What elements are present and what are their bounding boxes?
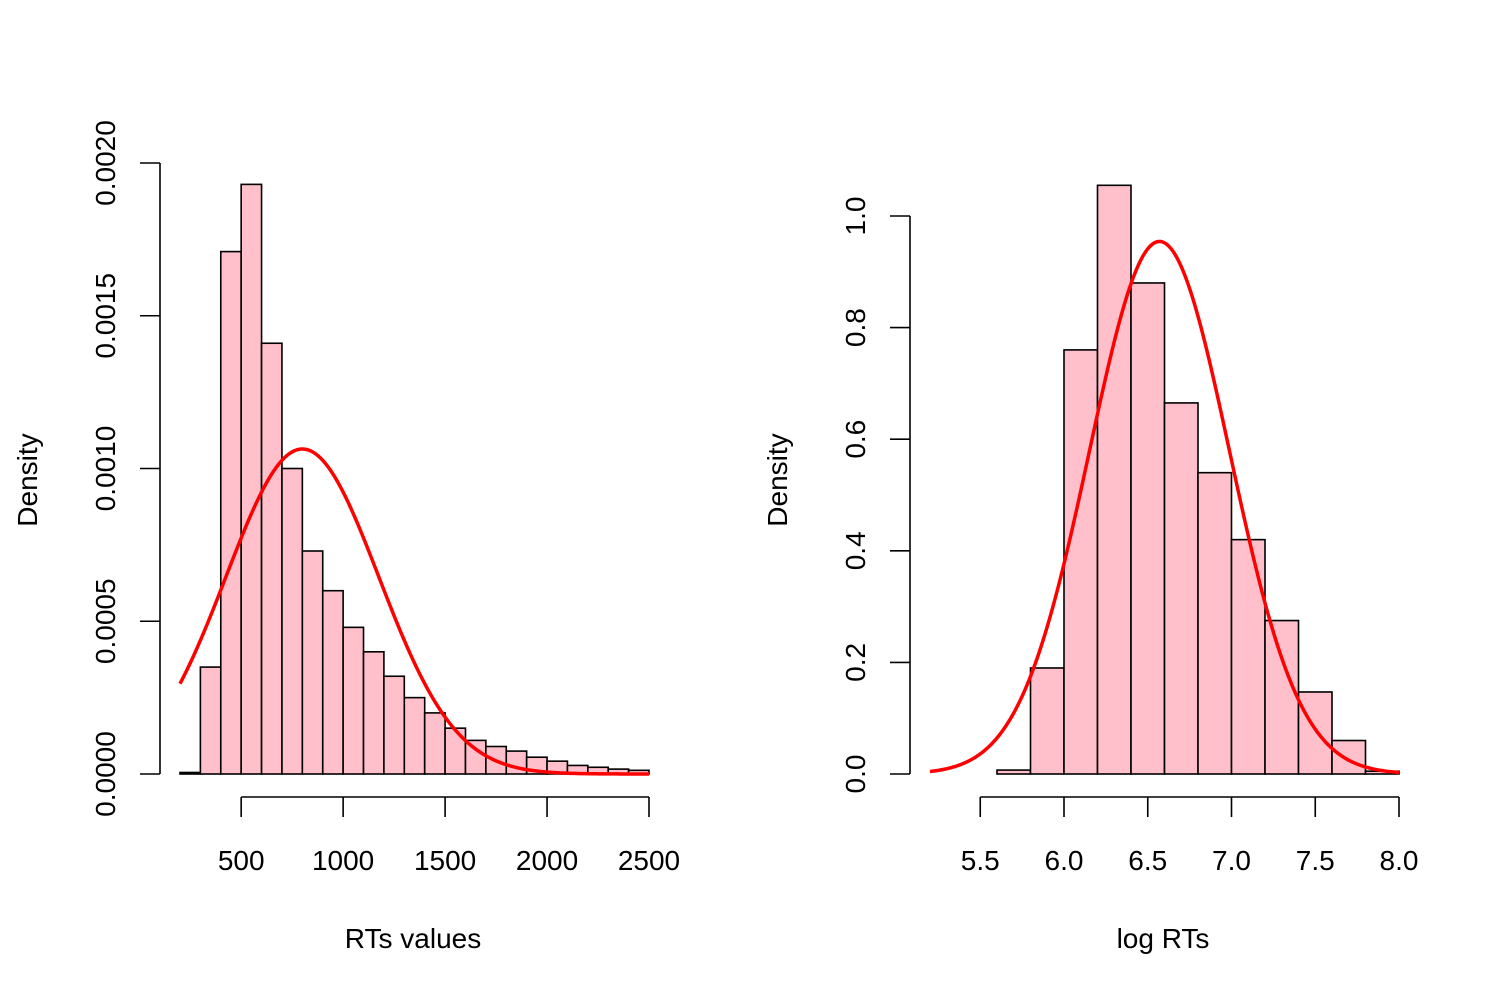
log-rts-bar-8 xyxy=(1230,538,1266,775)
log-rts-x-tick-label-2: 6.5 xyxy=(1128,845,1167,876)
rt-values-y-tick-label-3: 0.0015 xyxy=(90,273,121,359)
rt-values-x-tick-label-0: 500 xyxy=(218,845,265,876)
rt-values-bar-5 xyxy=(281,467,304,775)
log-rts-normal-curve-group xyxy=(929,239,1400,775)
rt-values-bar-0 xyxy=(179,771,202,775)
log-rts-bar-3 xyxy=(1063,349,1099,775)
rt-values-bar-6 xyxy=(301,550,324,775)
log-rts-histogram-panel: 5.5 6.0 6.5 7.0 7.5 8.0 0.0 0.2 0.4 0.6 0.8 1.0 log… xyxy=(762,184,1418,954)
log-rts-x-tick-label-1: 6.0 xyxy=(1045,845,1084,876)
log-rts-y-tick-label-4: 0.8 xyxy=(840,308,871,347)
rt-values-y-tick-label-4: 0.0020 xyxy=(90,120,121,206)
log-rts-x-tick-label-4: 7.5 xyxy=(1296,845,1335,876)
rt-values-y-tick-label-1: 0.0005 xyxy=(90,578,121,664)
rt-values-bar-13 xyxy=(444,727,467,775)
log-rts-axes: 5.5 6.0 6.5 7.0 7.5 8.0 0.0 0.2 0.4 0.6 0.8 1.0 xyxy=(840,197,1418,876)
log-rts-x-tick-label-0: 5.5 xyxy=(961,845,1000,876)
rt-values-bar-12 xyxy=(423,712,446,775)
rt-values-bar-8 xyxy=(342,626,365,775)
rt-values-x-tick-label-3: 2000 xyxy=(516,845,578,876)
rt-values-x-tick-label-4: 2500 xyxy=(618,845,680,876)
log-rts-y-tick-label-5: 1.0 xyxy=(840,197,871,236)
log-rts-y-tick-label-0: 0.0 xyxy=(840,755,871,794)
log-rts-bars xyxy=(996,184,1400,775)
log-rts-bar-6 xyxy=(1163,402,1199,775)
rt-values-bar-7 xyxy=(321,589,344,775)
log-rts-normal-curve xyxy=(929,239,1400,775)
log-rts-x-tick-label-3: 7.0 xyxy=(1212,845,1251,876)
log-rts-bar-11 xyxy=(1331,739,1367,775)
rt-values-bar-2 xyxy=(219,250,242,775)
log-rts-bar-2 xyxy=(1029,667,1065,775)
log-rts-bar-5 xyxy=(1130,282,1166,775)
rt-values-bar-4 xyxy=(260,342,283,775)
rt-values-x-tick-label-2: 1500 xyxy=(414,845,476,876)
rt-values-bar-3 xyxy=(240,183,263,775)
log-rts-y-tick-label-2: 0.4 xyxy=(840,531,871,570)
rt-values-bars xyxy=(179,183,650,775)
rt-values-y-tick-label-0: 0.0000 xyxy=(90,731,121,817)
log-rts-x-axis-title: log RTs xyxy=(1117,923,1210,954)
rt-values-y-tick-label-2: 0.0010 xyxy=(90,426,121,512)
log-rts-bar-4 xyxy=(1096,184,1132,775)
log-rts-y-tick-label-3: 0.6 xyxy=(840,420,871,459)
rt-values-normal-curve xyxy=(178,447,649,776)
log-rts-y-tick-label-1: 0.2 xyxy=(840,643,871,682)
rt-values-axes: 500 1000 1500 2000 2500 0.0000 0.0005 0.0010 0.0… xyxy=(90,120,680,876)
rt-values-y-axis-title: Density xyxy=(12,433,43,526)
log-rts-x-tick-label-5: 8.0 xyxy=(1380,845,1419,876)
rt-values-bar-1 xyxy=(199,666,222,775)
log-rts-bar-1 xyxy=(996,769,1032,775)
rt-values-bar-10 xyxy=(383,675,406,775)
log-rts-y-axis-title: Density xyxy=(762,433,793,526)
log-rts-bar-7 xyxy=(1197,471,1233,775)
log-rts-bar-9 xyxy=(1264,619,1300,775)
rt-values-bar-11 xyxy=(403,696,426,775)
rt-values-x-axis-title: RTs values xyxy=(345,923,481,954)
rt-values-bar-9 xyxy=(362,650,385,775)
log-rts-bar-10 xyxy=(1297,691,1333,775)
rt-values-x-tick-label-1: 1000 xyxy=(312,845,374,876)
rt-values-histogram-panel: 500 1000 1500 2000 2500 0.0000 0.0005 0.0010 0.0… xyxy=(12,120,680,954)
rt-values-normal-curve-group xyxy=(178,447,649,776)
